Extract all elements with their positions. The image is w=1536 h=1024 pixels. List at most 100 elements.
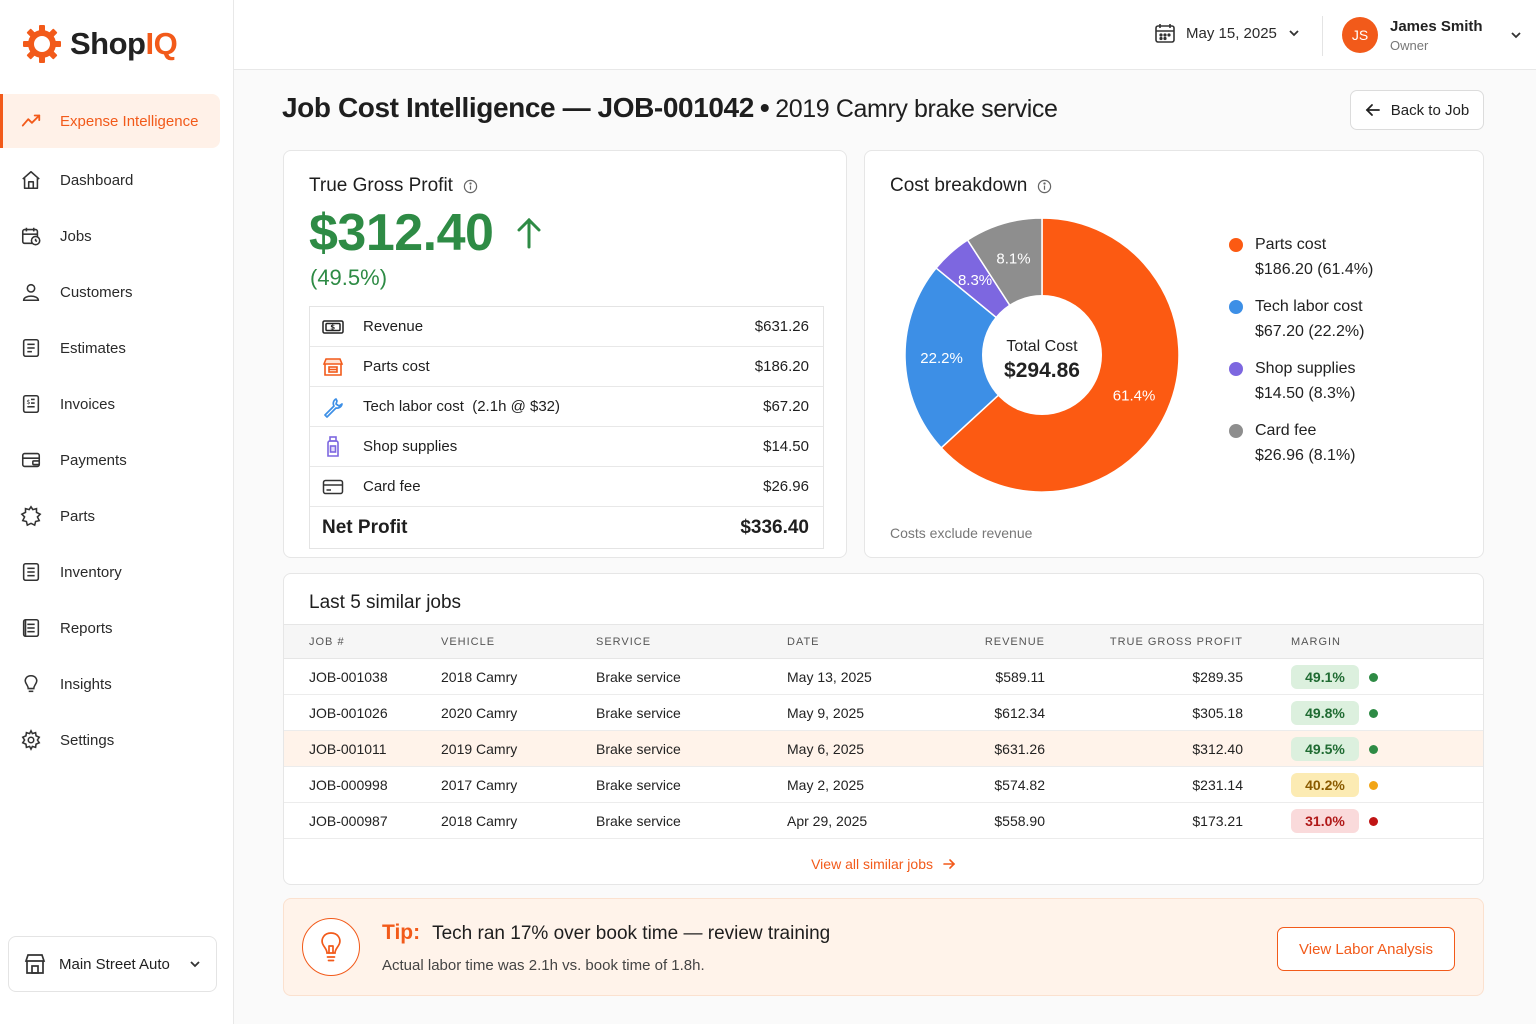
info-icon[interactable] (1037, 179, 1052, 194)
net-profit-row: Net Profit $336.40 (322, 516, 809, 538)
status-dot (1369, 817, 1378, 827)
document-icon (22, 338, 40, 358)
gear-logo-icon (23, 25, 61, 63)
sidebar-item-expense-intelligence[interactable]: Expense Intelligence (0, 94, 220, 148)
profit-percent: (49.5%) (310, 265, 388, 290)
sidebar-item-label: Dashboard (60, 171, 134, 189)
sidebar-item-customers[interactable]: Customers (0, 264, 234, 320)
column-header[interactable]: SERVICE (596, 624, 787, 659)
sidebar-item-dashboard[interactable]: Dashboard (0, 152, 234, 208)
sidebar: ShopIQ Expense Intelligence Dashboard Jo… (0, 0, 234, 1024)
slice-percent-label: 22.2% (920, 350, 963, 367)
sidebar-item-settings[interactable]: Settings (0, 712, 234, 768)
table-row[interactable]: JOB-000998 2017 Camry Brake service May 2, … (284, 766, 1483, 803)
tip-banner: Tip: Tech ran 17% over book time — revie… (283, 898, 1484, 996)
margin-badge: 49.8% (1291, 700, 1359, 725)
date-value: May 15, 2025 (1186, 24, 1277, 42)
column-header[interactable]: VEHICLE (441, 624, 596, 659)
slice-percent-label: 8.3% (958, 272, 992, 289)
view-all-similar-jobs-link[interactable]: View all similar jobs (284, 856, 1483, 872)
table-row[interactable]: JOB-001026 2020 Camry Brake service May 9, … (284, 694, 1483, 731)
sidebar-item-reports[interactable]: Reports (0, 600, 234, 656)
chevron-down-icon (1289, 30, 1299, 37)
column-header[interactable]: TRUE GROSS PROFIT (1045, 624, 1283, 659)
legend-item-labor: Tech labor cost $67.20 (22.2%) (1229, 297, 1373, 342)
cost-row-labor: Tech labor cost (2.1h @ $32) $67.20 (310, 387, 823, 427)
margin-badge: 49.1% (1291, 664, 1359, 689)
sidebar-item-label: Payments (60, 451, 127, 469)
card-title: Cost breakdown (890, 175, 1052, 197)
page-subtitle: 2019 Camry brake service (775, 95, 1058, 123)
column-header[interactable]: JOB # (284, 624, 441, 659)
table-header-row: JOB # VEHICLE SERVICE DATE REVENUE TRUE … (284, 624, 1483, 659)
chart-footnote: Costs exclude revenue (890, 525, 1033, 541)
tip-detail: Actual labor time was 2.1h vs. book time… (382, 957, 705, 974)
sidebar-item-jobs[interactable]: Jobs (0, 208, 234, 264)
logo[interactable]: ShopIQ (22, 24, 178, 64)
similar-jobs-card: Last 5 similar jobs JOB # VEHICLE SERVIC… (283, 573, 1484, 885)
table-row[interactable]: JOB-000987 2018 Camry Brake service Apr 29,… (284, 802, 1483, 839)
sidebar-item-label: Parts (60, 507, 96, 525)
calendar-icon (1155, 24, 1175, 43)
sidebar-item-payments[interactable]: Payments (0, 432, 234, 488)
donut-slice-tech-labor-cost[interactable] (904, 267, 1044, 449)
card-title: True Gross Profit (309, 175, 478, 197)
info-icon[interactable] (463, 179, 478, 194)
legend-swatch (1229, 424, 1243, 438)
shop-selector[interactable]: Main Street Auto (8, 936, 217, 992)
topbar: May 15, 2025 JS James Smith Owner (234, 0, 1536, 70)
user-icon (22, 283, 40, 302)
invoice-icon: $ (22, 394, 40, 414)
similar-jobs-table: JOB # VEHICLE SERVICE DATE REVENUE TRUE … (284, 624, 1483, 839)
sidebar-item-label: Expense Intelligence (60, 112, 199, 130)
arrow-left-icon (1365, 104, 1380, 116)
view-labor-analysis-button[interactable]: View Labor Analysis (1277, 927, 1455, 971)
date-picker[interactable]: May 15, 2025 (1154, 22, 1301, 44)
sidebar-item-label: Jobs (60, 227, 92, 245)
table-row[interactable]: JOB-001038 2018 Camry Brake service May 13,… (284, 658, 1483, 695)
sidebar-item-invoices[interactable]: $ Invoices (0, 376, 234, 432)
sidebar-item-parts[interactable]: Parts (0, 488, 234, 544)
card-title: Last 5 similar jobs (309, 592, 462, 613)
sidebar-item-estimates[interactable]: Estimates (0, 320, 234, 376)
tip-headline: Tip: Tech ran 17% over book time — revie… (382, 921, 831, 944)
sidebar-item-inventory[interactable]: Inventory (0, 544, 234, 600)
user-menu[interactable]: JS James Smith Owner (1342, 17, 1523, 53)
avatar: JS (1342, 17, 1378, 53)
divider (1322, 16, 1323, 56)
table-row-highlighted[interactable]: JOB-001011 2019 Camry Brake service May 6, … (284, 730, 1483, 767)
sidebar-item-label: Settings (60, 731, 115, 749)
cost-breakdown-card: Cost breakdown Total Cost $294.86 61.4% 2… (864, 150, 1484, 558)
storefront-icon (24, 954, 46, 974)
wallet-icon (21, 452, 41, 468)
home-icon (22, 170, 40, 190)
user-name: James Smith (1390, 17, 1483, 35)
column-header[interactable]: REVENUE (927, 624, 1045, 659)
cost-row-supplies: Shop supplies $14.50 (310, 427, 823, 467)
sidebar-item-label: Estimates (60, 339, 126, 357)
margin-badge: 31.0% (1291, 808, 1359, 833)
back-to-job-button[interactable]: Back to Job (1350, 90, 1484, 130)
wrench-icon (324, 397, 343, 418)
margin-badge: 40.2% (1291, 772, 1359, 797)
column-header[interactable]: DATE (787, 624, 927, 659)
cost-table: $ Revenue $631.26 Parts cost $186.20 Tech … (309, 306, 824, 549)
user-role: Owner (1390, 37, 1429, 53)
column-header[interactable]: MARGIN (1283, 624, 1483, 659)
cost-donut-chart: Total Cost $294.86 61.4% 22.2% 8.3%8.1% (904, 217, 1180, 493)
arrow-right-icon (943, 859, 956, 869)
sidebar-item-label: Reports (60, 619, 113, 637)
status-dot (1369, 673, 1378, 683)
status-dot (1369, 709, 1378, 719)
sidebar-item-label: Insights (60, 675, 112, 693)
tip-icon-circle (302, 918, 360, 976)
cost-row-card-fee: Card fee $26.96 (310, 467, 823, 507)
slice-percent-label: 61.4% (1113, 387, 1156, 404)
chevron-down-icon (1510, 32, 1521, 39)
sidebar-item-label: Invoices (60, 395, 116, 413)
sidebar-item-insights[interactable]: Insights (0, 656, 234, 712)
sidebar-nav: Expense Intelligence Dashboard Jobs Cust… (0, 94, 234, 768)
settings-icon (21, 729, 41, 751)
credit-card-icon (322, 479, 344, 494)
page-title: Job Cost Intelligence — JOB-001042 • 2019 … (282, 92, 1058, 123)
